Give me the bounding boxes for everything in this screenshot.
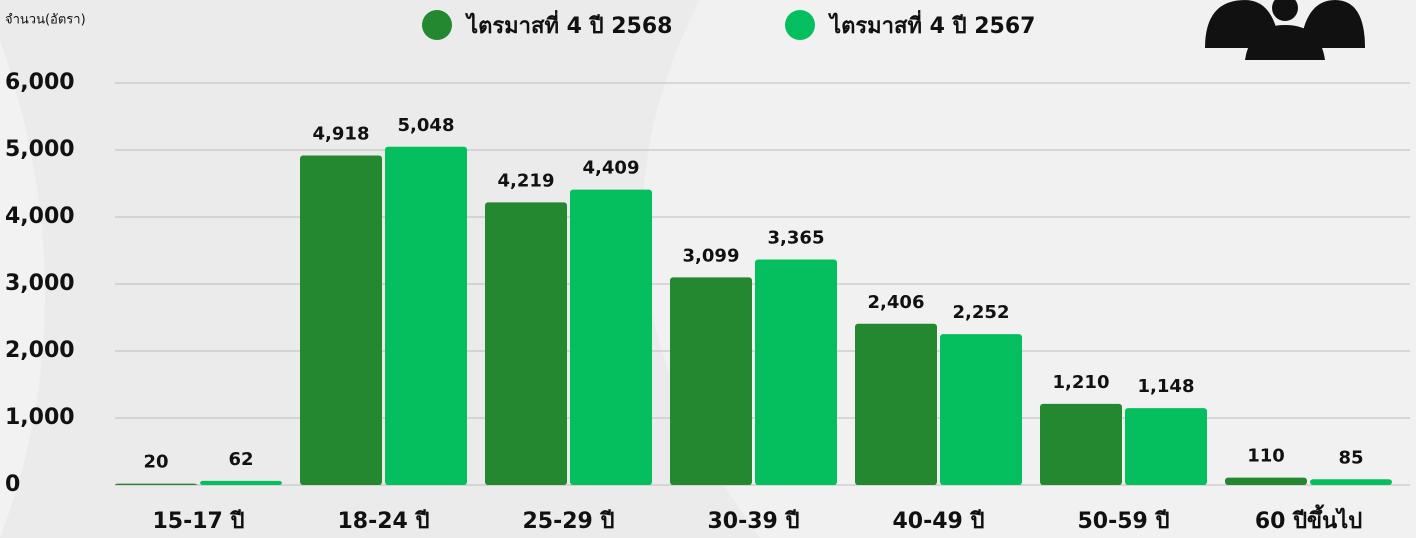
y-tick-label: 2,000 — [5, 338, 75, 363]
bar — [940, 334, 1022, 485]
y-tick-label: 6,000 — [5, 70, 75, 95]
value-label: 2,252 — [953, 302, 1010, 323]
value-label: 4,409 — [583, 158, 640, 179]
bar — [855, 323, 937, 485]
y-tick-label: 1,000 — [5, 405, 75, 430]
bar — [670, 277, 752, 485]
background-curve — [0, 40, 45, 538]
people-icon — [1205, 0, 1365, 60]
y-tick-label: 5,000 — [5, 137, 75, 162]
y-tick-label: 0 — [5, 472, 20, 497]
y-tick-label: 4,000 — [5, 204, 75, 229]
value-label: 20 — [143, 452, 168, 473]
x-tick-label: 18-24 ปี — [338, 509, 430, 534]
bar — [1040, 403, 1122, 485]
value-label: 85 — [1338, 447, 1363, 468]
value-label: 1,210 — [1053, 372, 1110, 393]
legend-label: ไตรมาสที่ 4 ปี 2568 — [465, 9, 672, 39]
x-tick-label: 60 ปีขึ้นไป — [1255, 504, 1362, 534]
y-axis-label: จำนวน(อัตรา) — [5, 13, 86, 28]
value-label: 4,219 — [498, 170, 555, 191]
value-label: 3,099 — [683, 245, 740, 266]
bar — [1225, 477, 1307, 485]
bar — [1125, 408, 1207, 485]
legend-swatch — [422, 10, 452, 40]
bar — [570, 189, 652, 486]
bar — [1310, 479, 1392, 485]
value-label: 5,048 — [398, 115, 455, 136]
bar — [755, 259, 837, 485]
y-tick-label: 3,000 — [5, 271, 75, 296]
x-tick-label: 25-29 ปี — [523, 509, 615, 534]
value-label: 110 — [1247, 446, 1285, 467]
x-tick-label: 15-17 ปี — [153, 509, 245, 534]
value-label: 4,918 — [313, 123, 370, 144]
x-tick-label: 50-59 ปี — [1078, 509, 1170, 534]
bar — [385, 146, 467, 485]
legend-label: ไตรมาสที่ 4 ปี 2567 — [828, 9, 1035, 39]
legend-swatch — [785, 10, 815, 40]
value-label: 3,365 — [768, 228, 825, 249]
value-label: 1,148 — [1138, 376, 1195, 397]
bar — [200, 480, 282, 485]
x-tick-label: 30-39 ปี — [708, 509, 800, 534]
x-tick-label: 40-49 ปี — [893, 509, 985, 534]
value-label: 62 — [228, 449, 253, 470]
bar — [300, 155, 382, 485]
value-label: 2,406 — [868, 292, 925, 313]
bar — [115, 483, 197, 485]
bar — [485, 202, 567, 485]
